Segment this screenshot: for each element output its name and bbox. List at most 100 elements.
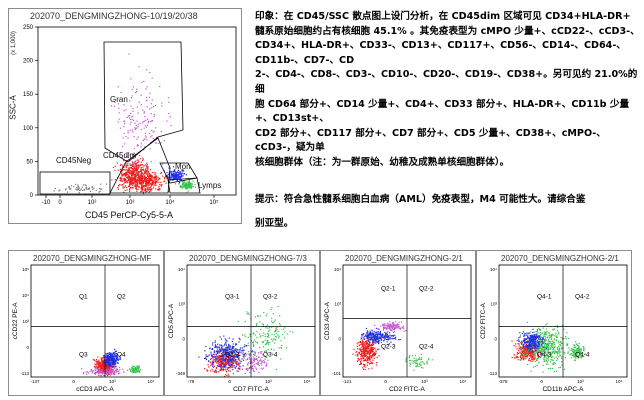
event-dot — [546, 348, 548, 350]
event-dot — [225, 354, 227, 356]
event-dot — [153, 181, 155, 183]
event-dot — [154, 178, 156, 180]
event-dot — [180, 171, 182, 173]
event-dot — [144, 185, 146, 187]
event-dot — [136, 369, 138, 371]
event-dot — [222, 359, 224, 362]
event-dot — [112, 355, 114, 357]
event-dot — [393, 328, 395, 331]
event-dot — [148, 181, 150, 183]
event-dot — [78, 187, 80, 189]
event-dot — [105, 373, 107, 375]
event-dot — [137, 112, 139, 114]
event-dot — [125, 164, 127, 166]
event-dot — [381, 333, 383, 336]
event-dot — [261, 323, 263, 325]
event-dot — [123, 180, 125, 182]
event-dot — [220, 348, 223, 350]
event-dot — [101, 364, 103, 366]
event-dot — [134, 175, 136, 177]
event-dot — [221, 358, 224, 360]
event-dot — [278, 335, 280, 337]
event-dot — [516, 353, 518, 355]
event-dot — [155, 172, 157, 174]
event-dot — [109, 360, 111, 362]
event-dot — [235, 361, 238, 363]
event-dot — [545, 354, 547, 356]
event-dot — [145, 136, 147, 138]
event-dot — [560, 336, 562, 339]
event-dot — [145, 170, 147, 172]
event-dot — [254, 351, 256, 353]
event-dot — [91, 369, 93, 371]
event-dot — [366, 364, 368, 366]
event-dot — [122, 137, 124, 139]
event-dot — [525, 345, 527, 347]
event-dot — [371, 357, 373, 359]
event-dot — [527, 344, 530, 346]
event-dot — [253, 360, 255, 362]
event-dot — [275, 326, 277, 328]
event-dot — [531, 358, 533, 360]
event-dot — [224, 338, 226, 340]
event-dot — [534, 351, 536, 353]
event-dot — [385, 334, 387, 336]
event-dot — [258, 356, 260, 358]
event-dot — [154, 176, 157, 178]
event-dot — [381, 335, 383, 338]
event-dot — [77, 189, 79, 191]
event-dot — [218, 346, 220, 348]
event-dot — [224, 369, 226, 371]
event-dot — [573, 353, 575, 355]
event-dot — [216, 345, 218, 347]
event-dot — [127, 132, 129, 134]
event-dot — [113, 373, 115, 376]
event-dot — [365, 350, 367, 352]
event-dot — [521, 354, 523, 356]
event-dot — [522, 346, 524, 348]
event-dot — [364, 352, 366, 355]
event-dot — [126, 189, 128, 191]
event-dot — [363, 351, 365, 353]
event-dot — [543, 346, 545, 349]
event-dot — [232, 343, 234, 345]
event-dot — [229, 354, 231, 356]
event-dot — [361, 340, 363, 342]
event-dot — [127, 179, 130, 182]
event-dot — [106, 357, 108, 359]
event-dot — [247, 358, 249, 360]
event-dot — [379, 330, 382, 332]
event-dot — [534, 345, 536, 348]
event-dot — [122, 145, 124, 148]
main-y-tick: 0 — [30, 193, 34, 199]
event-dot — [112, 369, 114, 371]
event-dot — [151, 179, 153, 181]
event-dot — [356, 354, 359, 356]
event-dot — [420, 353, 423, 355]
event-dot — [366, 344, 368, 346]
event-dot — [526, 343, 528, 346]
event-dot — [536, 345, 538, 347]
event-dot — [205, 354, 207, 356]
event-dot — [366, 355, 368, 357]
event-dot — [144, 165, 146, 167]
event-dot — [100, 357, 102, 359]
event-dot — [236, 370, 238, 372]
event-dot — [131, 371, 133, 373]
event-dot — [548, 344, 550, 346]
event-dot — [279, 324, 281, 326]
event-dot — [151, 177, 153, 179]
event-dot — [170, 171, 172, 173]
event-dot — [100, 188, 102, 190]
event-dot — [583, 348, 585, 350]
event-dot — [373, 337, 375, 339]
event-dot — [218, 350, 220, 352]
bottom-y-tick: 0 — [182, 336, 185, 341]
event-dot — [362, 352, 365, 354]
event-dot — [531, 349, 533, 351]
event-dot — [252, 367, 254, 369]
event-dot — [576, 348, 578, 350]
event-dot — [232, 348, 234, 350]
event-dot — [119, 369, 121, 371]
event-dot — [219, 350, 221, 352]
